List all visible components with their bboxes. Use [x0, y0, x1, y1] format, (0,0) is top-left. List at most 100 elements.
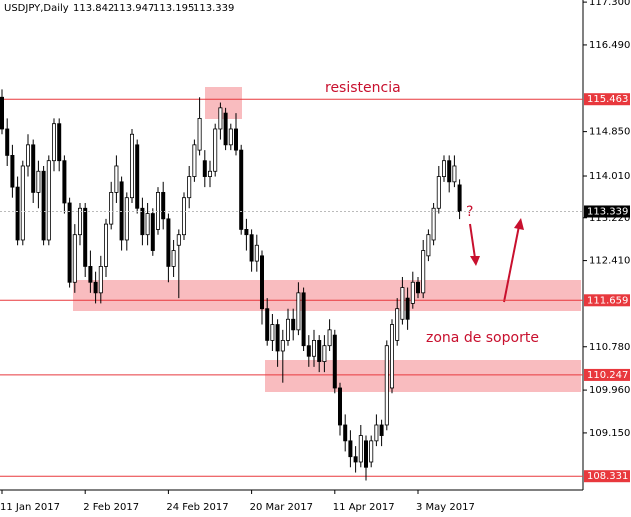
- candle-body: [57, 123, 62, 162]
- candle-body: [259, 255, 264, 310]
- candle-body: [145, 213, 150, 236]
- candle-body: [415, 281, 420, 294]
- candle-body: [296, 292, 301, 331]
- candle-body: [0, 96, 4, 130]
- candle-body: [379, 424, 384, 436]
- candle-body: [389, 324, 394, 389]
- price-label-box: [584, 205, 630, 218]
- level-label: 108.331: [587, 471, 628, 482]
- candle-body: [78, 207, 83, 236]
- candle-body: [249, 234, 254, 262]
- candle-body: [155, 192, 160, 230]
- y-tick-label: 117.300: [589, 0, 630, 8]
- chart-title: USDJPY,Daily: [4, 3, 69, 14]
- candle-body: [67, 202, 72, 283]
- candle-body: [431, 207, 436, 241]
- x-tick-label: 2 Feb 2017: [83, 502, 139, 513]
- candle-body: [275, 324, 280, 352]
- x-tick-label: 20 Mar 2017: [250, 502, 313, 513]
- candle-body: [400, 287, 405, 320]
- y-tick-label: 113.220: [589, 213, 630, 224]
- candle-body: [233, 128, 238, 151]
- candle-body: [358, 435, 363, 463]
- candle-body: [285, 318, 290, 341]
- candle-body: [363, 440, 368, 468]
- x-tick-label: 11 Apr 2017: [333, 502, 395, 513]
- candle-body: [327, 329, 332, 347]
- annotation: ?: [466, 204, 473, 220]
- ohlc-high: 113.947: [113, 3, 154, 14]
- candle-body: [452, 165, 457, 183]
- candle-body: [270, 324, 275, 341]
- ohlc-low: 113.195: [153, 3, 194, 14]
- candle-body: [150, 213, 155, 251]
- x-tick-label: 24 Feb 2017: [166, 502, 228, 513]
- candle-body: [207, 170, 212, 177]
- candle-body: [426, 234, 431, 257]
- candle-body: [239, 149, 244, 230]
- candle-body: [181, 197, 186, 236]
- candle-body: [83, 207, 88, 267]
- candle-body: [197, 118, 202, 151]
- candle-body: [62, 160, 67, 204]
- arrows: [469, 218, 524, 303]
- candle-body: [374, 424, 379, 442]
- x-tick-label: 3 May 2017: [416, 502, 475, 513]
- candle-body: [337, 387, 342, 426]
- candle-body: [140, 207, 145, 236]
- y-tick-label: 109.150: [589, 428, 630, 439]
- candle-body: [218, 107, 223, 130]
- candle-body: [36, 170, 41, 193]
- x-tick-label: 11 Jan 2017: [0, 502, 60, 513]
- candle-body: [176, 234, 181, 246]
- candle-body: [395, 308, 400, 341]
- candle-body: [317, 340, 322, 362]
- candle-body: [213, 128, 218, 172]
- candle-body: [202, 160, 207, 177]
- candle-body: [72, 234, 77, 283]
- candle-body: [384, 345, 389, 426]
- candle-body: [10, 155, 15, 188]
- candle-body: [15, 186, 20, 241]
- candle-body: [88, 266, 93, 283]
- candle-body: [301, 292, 306, 347]
- candle-body: [46, 160, 51, 241]
- candle-body: [192, 144, 197, 177]
- candle-body: [421, 250, 426, 294]
- candle-body: [343, 424, 348, 442]
- candle-body: [171, 250, 176, 267]
- candle-body: [166, 218, 171, 267]
- candle-body: [20, 165, 25, 241]
- candle-body: [322, 345, 327, 362]
- candle-body: [265, 308, 270, 341]
- y-tick-label: 110.780: [589, 342, 630, 353]
- candle-body: [187, 176, 192, 199]
- candle-body: [98, 266, 103, 294]
- candle-body: [447, 160, 452, 183]
- level-label: 115.463: [587, 94, 628, 105]
- candle-body: [410, 281, 415, 304]
- candle-body: [135, 144, 140, 209]
- candle-body: [114, 165, 119, 193]
- candle-body: [124, 197, 129, 241]
- candle-body: [311, 340, 316, 357]
- candle-body: [244, 229, 249, 236]
- candle-body: [228, 128, 233, 146]
- y-tick-label: 116.490: [589, 40, 630, 51]
- level-label-box: [584, 93, 630, 106]
- candle-body: [254, 244, 259, 262]
- candle-body: [436, 176, 441, 209]
- y-tick-label: 109.960: [589, 385, 630, 396]
- candle-body: [441, 160, 446, 177]
- candle-body: [369, 440, 374, 463]
- candle-body: [25, 144, 30, 167]
- candle-body: [405, 297, 410, 320]
- level-label: 111.659: [587, 295, 628, 306]
- candle-body: [119, 181, 124, 241]
- support-zone: [73, 280, 581, 311]
- level-label-box: [584, 294, 630, 307]
- candle-body: [129, 133, 134, 199]
- candle-body: [332, 334, 337, 389]
- y-tick-label: 112.410: [589, 256, 630, 267]
- candle-body: [280, 340, 285, 352]
